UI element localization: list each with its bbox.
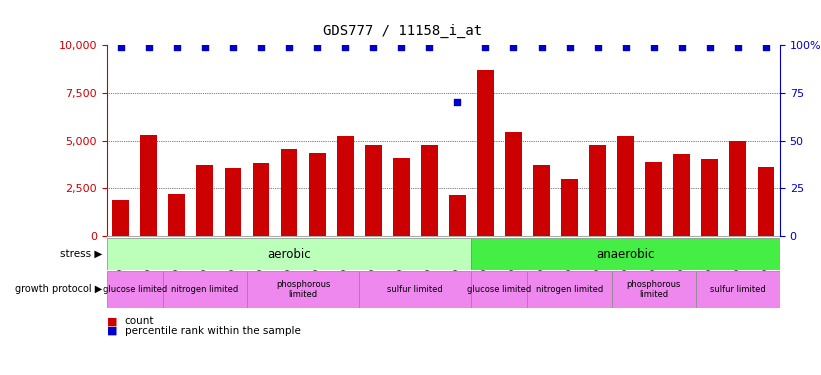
Point [227, 44, 240, 50]
Text: anaerobic: anaerobic [597, 248, 655, 261]
Point [647, 44, 660, 50]
Text: percentile rank within the sample: percentile rank within the sample [125, 326, 300, 336]
Point [675, 44, 688, 50]
Point [255, 44, 268, 50]
Point [310, 44, 323, 50]
Bar [253, 163, 269, 236]
Bar [701, 159, 718, 236]
Bar [533, 165, 550, 236]
Bar [360, 271, 471, 308]
Text: phosphorous
limited: phosphorous limited [276, 280, 330, 299]
Bar [392, 158, 410, 236]
Bar [758, 167, 774, 236]
Point [338, 44, 351, 50]
Point [199, 44, 212, 50]
Bar [505, 132, 522, 236]
Bar [612, 271, 695, 308]
Text: GDS777 / 11158_i_at: GDS777 / 11158_i_at [323, 23, 482, 38]
Bar [729, 141, 746, 236]
Point [451, 99, 464, 105]
Bar [589, 146, 606, 236]
Bar [449, 195, 466, 236]
Point [759, 44, 773, 50]
Bar [107, 238, 471, 270]
Point [619, 44, 632, 50]
Text: stress ▶: stress ▶ [60, 249, 103, 259]
Bar [421, 146, 438, 236]
Text: sulfur limited: sulfur limited [710, 285, 766, 294]
Point [170, 44, 183, 50]
Point [142, 44, 155, 50]
Text: glucose limited: glucose limited [103, 285, 167, 294]
Text: aerobic: aerobic [268, 248, 311, 261]
Point [732, 44, 745, 50]
Point [563, 44, 576, 50]
Text: ■: ■ [107, 316, 117, 326]
Bar [168, 194, 186, 236]
Point [282, 44, 296, 50]
Bar [528, 271, 612, 308]
Text: sulfur limited: sulfur limited [388, 285, 443, 294]
Text: count: count [125, 316, 154, 326]
Text: glucose limited: glucose limited [467, 285, 531, 294]
Text: nitrogen limited: nitrogen limited [536, 285, 603, 294]
Bar [673, 154, 690, 236]
Bar [140, 135, 158, 236]
Point [591, 44, 604, 50]
Point [423, 44, 436, 50]
Text: ■: ■ [107, 326, 117, 336]
Bar [281, 149, 297, 236]
Bar [107, 271, 163, 308]
Point [704, 44, 717, 50]
Bar [163, 271, 247, 308]
Bar [196, 165, 213, 236]
Point [479, 44, 492, 50]
Bar [337, 136, 354, 236]
Bar [562, 179, 578, 236]
Bar [112, 200, 129, 236]
Text: phosphorous
limited: phosphorous limited [626, 280, 681, 299]
Text: growth protocol ▶: growth protocol ▶ [16, 285, 103, 294]
Bar [617, 136, 634, 236]
Text: nitrogen limited: nitrogen limited [172, 285, 239, 294]
Bar [477, 70, 493, 236]
Bar [309, 153, 325, 236]
Bar [247, 271, 360, 308]
Point [395, 44, 408, 50]
Point [114, 44, 127, 50]
Point [507, 44, 520, 50]
Bar [471, 271, 528, 308]
Bar [365, 146, 382, 236]
Point [535, 44, 548, 50]
Bar [645, 162, 662, 236]
Point [367, 44, 380, 50]
Bar [696, 271, 780, 308]
Bar [471, 238, 780, 270]
Bar [225, 168, 241, 236]
